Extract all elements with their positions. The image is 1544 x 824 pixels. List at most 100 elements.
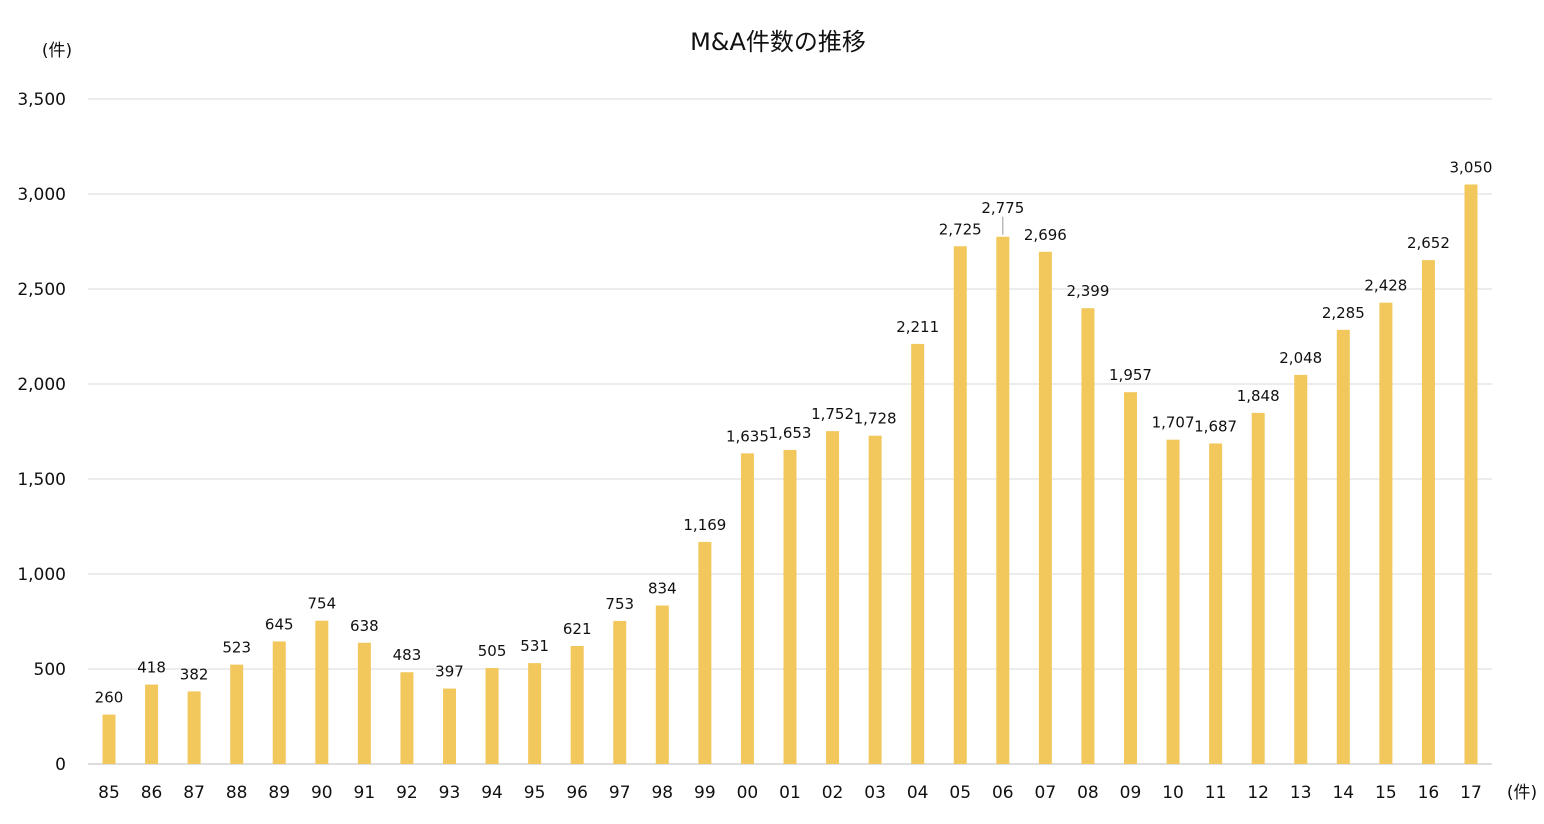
x-tick-label: 97 (609, 783, 631, 803)
x-tick-label: 87 (183, 783, 205, 803)
data-label: 2,399 (1066, 282, 1109, 300)
bar-05 (953, 246, 967, 764)
data-label: 523 (222, 639, 251, 657)
data-label: 621 (563, 620, 592, 638)
data-label: 1,728 (854, 410, 897, 428)
data-label: 645 (265, 615, 294, 633)
data-label: 397 (435, 663, 464, 681)
y-tick-label: 3,500 (17, 90, 66, 110)
x-tick-label: 08 (1077, 783, 1099, 803)
x-tick-label: 10 (1162, 783, 1184, 803)
x-tick-label: 11 (1205, 783, 1227, 803)
bar-93 (443, 688, 456, 764)
bar-92 (400, 672, 414, 764)
x-tick-label: 88 (226, 783, 248, 803)
bar-17 (1464, 184, 1478, 764)
bar-94 (485, 668, 499, 764)
x-tick-label: 01 (779, 783, 801, 803)
bar-86 (145, 684, 159, 764)
data-label: 1,169 (683, 516, 726, 534)
x-tick-label: 15 (1375, 783, 1397, 803)
bar-96 (570, 646, 584, 764)
x-tick-label: 02 (822, 783, 844, 803)
x-tick-label: 13 (1290, 783, 1312, 803)
x-tick-label: 16 (1418, 783, 1440, 803)
x-tick-label: 05 (949, 783, 971, 803)
bar-98 (655, 605, 669, 764)
data-label: 3,050 (1450, 159, 1493, 177)
data-label: 2,048 (1279, 349, 1322, 367)
bar-07 (1038, 251, 1052, 764)
y-tick-label: 1,500 (17, 470, 66, 490)
x-tick-label: 96 (566, 783, 588, 803)
data-label: 505 (478, 642, 507, 660)
data-label: 2,775 (981, 199, 1024, 217)
bar-04 (911, 343, 925, 764)
y-tick-label: 0 (55, 755, 66, 775)
data-label: 531 (520, 637, 549, 655)
bar-15 (1379, 302, 1393, 764)
bar-90 (315, 620, 329, 764)
y-tick-label: 2,500 (17, 280, 66, 300)
x-tick-label: 95 (524, 783, 546, 803)
x-tick-label: 99 (694, 783, 716, 803)
bar-10 (1166, 439, 1180, 764)
y-tick-label: 1,000 (17, 565, 66, 585)
x-tick-label: 91 (354, 783, 376, 803)
data-label: 2,211 (896, 318, 939, 336)
x-tick-label: 06 (992, 783, 1014, 803)
chart-title: M&A件数の推移 (690, 28, 866, 56)
bar-95 (528, 663, 542, 764)
data-label: 1,752 (811, 405, 854, 423)
data-label: 483 (393, 646, 422, 664)
y-tick-label: 3,000 (17, 185, 66, 205)
y-axis-unit: (件) (42, 41, 72, 61)
y-tick-label: 2,000 (17, 375, 66, 395)
data-label: 2,428 (1364, 277, 1407, 295)
x-tick-label: 00 (737, 783, 759, 803)
bar-13 (1294, 374, 1308, 764)
data-label: 418 (137, 659, 166, 677)
x-tick-label: 85 (98, 783, 120, 803)
x-tick-label: 86 (141, 783, 163, 803)
bar-16 (1421, 260, 1435, 764)
bar-88 (230, 664, 244, 764)
bar-12 (1251, 412, 1265, 764)
bar-01 (783, 449, 797, 764)
bar-85 (102, 714, 116, 764)
data-label: 2,285 (1322, 304, 1365, 322)
x-tick-label: 03 (864, 783, 886, 803)
data-label: 260 (95, 689, 124, 707)
bar-08 (1081, 308, 1095, 764)
bar-97 (613, 620, 627, 764)
bar-03 (868, 435, 882, 764)
bar-11 (1209, 443, 1223, 764)
data-label: 1,957 (1109, 366, 1152, 384)
data-label: 382 (180, 665, 209, 683)
data-label: 2,652 (1407, 234, 1450, 252)
x-axis-unit: (件) (1507, 783, 1537, 803)
x-tick-label: 89 (268, 783, 290, 803)
x-tick-label: 09 (1120, 783, 1142, 803)
x-tick-label: 17 (1460, 783, 1482, 803)
data-label: 2,725 (939, 220, 982, 238)
bar-89 (272, 641, 286, 764)
data-label: 834 (648, 580, 677, 598)
data-label: 1,687 (1194, 417, 1237, 435)
x-tick-label: 90 (311, 783, 333, 803)
data-label: 753 (605, 595, 634, 613)
bar-99 (698, 541, 712, 764)
data-label: 2,696 (1024, 226, 1067, 244)
x-tick-label: 98 (651, 783, 673, 803)
bar-02 (826, 431, 840, 764)
data-label: 1,635 (726, 427, 769, 445)
data-label: 638 (350, 617, 379, 635)
data-label: 1,653 (769, 424, 812, 442)
bar-00 (740, 453, 754, 764)
y-tick-label: 500 (34, 660, 66, 680)
x-tick-label: 14 (1332, 783, 1354, 803)
data-label: 1,848 (1237, 387, 1280, 405)
bar-14 (1336, 329, 1350, 764)
bar-06 (996, 236, 1010, 764)
x-tick-label: 93 (439, 783, 461, 803)
